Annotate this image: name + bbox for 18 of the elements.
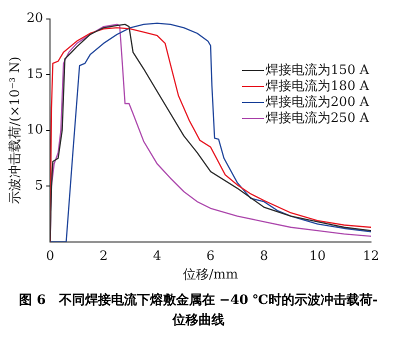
x-tick-label: 4 (152, 248, 162, 264)
legend-label: 焊接电流为200 A (266, 94, 369, 111)
legend-label: 焊接电流为180 A (266, 78, 369, 95)
legend-label: 焊接电流为150 A (266, 62, 369, 79)
legend-label: 焊接电流为250 A (266, 110, 369, 127)
x-tick-label: 8 (260, 248, 268, 264)
x-tick-label: 12 (362, 248, 380, 264)
x-tick-label: 2 (99, 248, 108, 264)
y-tick-label: 15 (26, 66, 44, 82)
y-tick-label: 5 (34, 178, 44, 194)
x-tick-label: 0 (46, 248, 54, 264)
x-tick-label: 6 (206, 248, 215, 264)
text: 图 6 不同焊接电流下熔敷金属在 −40 ℃时的示波冲击载荷-位移曲线 (18, 292, 379, 330)
x-tick-label: 10 (309, 248, 326, 264)
y-tick-label: 10 (26, 122, 44, 138)
y-tick-label: 20 (26, 11, 44, 26)
y-axis-title: 示波冲击载荷/(×10⁻³ N) (8, 56, 24, 204)
x-axis-title: 位移/mm (183, 268, 238, 283)
